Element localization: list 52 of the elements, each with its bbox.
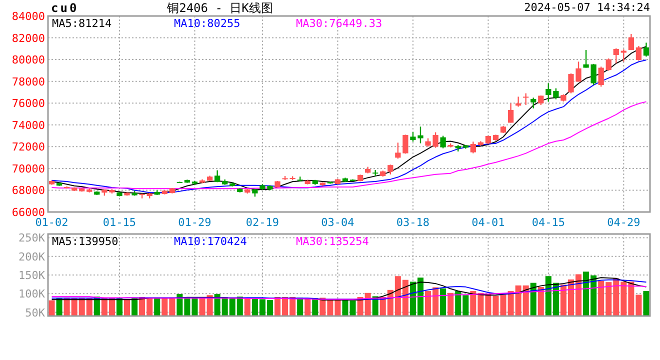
y-tick-label: 74000	[12, 118, 45, 132]
candlestick	[508, 102, 514, 124]
y-tick-label: 84000	[12, 10, 45, 23]
line-series	[51, 285, 647, 300]
candlestick	[636, 45, 642, 62]
x-tick-label: 03-18	[396, 216, 430, 229]
candlestick	[643, 42, 650, 58]
text: MA5:139950	[52, 235, 118, 248]
candlestick	[523, 92, 529, 106]
candlestick	[553, 88, 559, 100]
candlestick	[440, 135, 446, 149]
candlestick	[606, 58, 612, 72]
y-tick-label: 72000	[12, 140, 45, 154]
candlestick	[402, 134, 408, 154]
x-tick-label: 01-29	[178, 216, 212, 229]
text: MA10:80255	[174, 17, 240, 30]
y-tick-label: 66000	[12, 206, 45, 219]
x-tick-label: 01-02	[35, 216, 68, 229]
candlestick	[530, 97, 536, 109]
y-tick-label: 68000	[12, 184, 45, 198]
text: MA30:76449.33	[296, 17, 382, 30]
chart-title: 铜2406 - 日K线图	[166, 1, 273, 15]
x-tick-label: 04-29	[607, 216, 640, 229]
candlestick	[620, 48, 626, 62]
text: MA10:170424	[174, 235, 248, 248]
text: 2024-05-07 14:34:24	[524, 1, 650, 14]
x-tick-label: 04-15	[532, 216, 565, 229]
y-tick-label: 150K	[18, 269, 46, 282]
y-tick-label: 80000	[12, 54, 45, 67]
candlestick	[598, 66, 604, 88]
text: MA30:135254	[296, 235, 370, 248]
y-tick-label: 70000	[12, 162, 45, 176]
candlestick	[470, 141, 476, 154]
y-tick-label: 76000	[12, 97, 45, 110]
text: MA5:81214	[52, 17, 112, 30]
y-tick-label: 200K	[18, 250, 46, 264]
candlestick	[628, 33, 634, 51]
y-tick-label: 250K	[18, 232, 46, 245]
x-tick-label: 02-19	[246, 216, 280, 229]
y-tick-label: 50K	[25, 306, 46, 320]
x-tick-label: 01-15	[102, 216, 136, 229]
y-tick-label: 82000	[12, 32, 45, 45]
candlestick	[388, 164, 394, 176]
candlestick	[546, 82, 552, 102]
x-tick-label: 03-04	[321, 216, 355, 229]
y-tick-label: 100K	[18, 288, 46, 301]
candlestick	[372, 169, 378, 177]
x-tick-label: 04-01	[472, 216, 505, 229]
y-tick-label: 78000	[12, 75, 45, 88]
candlestick	[613, 48, 619, 64]
candlestick	[395, 142, 401, 160]
chart-subtitle: cu0	[51, 1, 79, 15]
